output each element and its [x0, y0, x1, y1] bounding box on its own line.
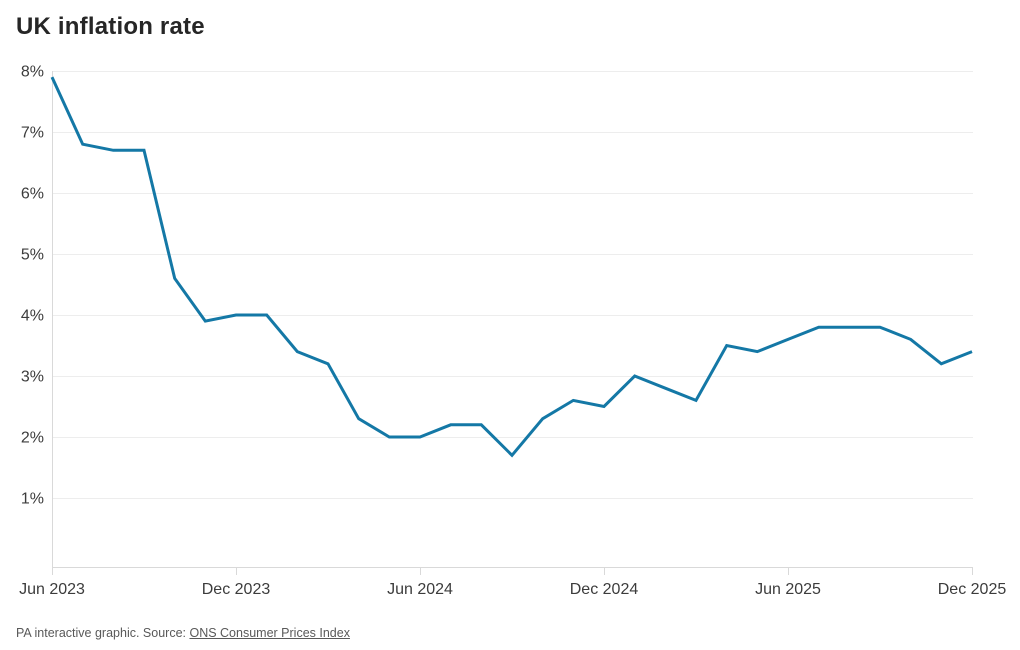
y-tick-label: 1% [21, 491, 44, 508]
x-tick-label: Dec 2025 [938, 581, 1007, 598]
x-tick-label: Dec 2023 [202, 581, 271, 598]
chart-title: UK inflation rate [16, 13, 205, 40]
source-note: PA interactive graphic. Source: ONS Cons… [16, 626, 350, 640]
x-tick-label: Jun 2024 [387, 581, 453, 598]
source-prefix: PA interactive graphic. Source: [16, 626, 190, 640]
y-tick-label: 2% [21, 430, 44, 447]
y-tick-label: 8% [21, 64, 44, 81]
y-tick-label: 3% [21, 369, 44, 386]
y-tick-label: 5% [21, 247, 44, 264]
x-tick-label: Jun 2025 [755, 581, 821, 598]
y-tick-label: 6% [21, 186, 44, 203]
source-link[interactable]: ONS Consumer Prices Index [189, 626, 350, 640]
x-tick-label: Jun 2023 [19, 581, 85, 598]
y-tick-label: 4% [21, 308, 44, 325]
inflation-rate-line [50, 76, 973, 458]
y-tick-label: 7% [21, 125, 44, 142]
x-tick-label: Dec 2024 [570, 581, 639, 598]
